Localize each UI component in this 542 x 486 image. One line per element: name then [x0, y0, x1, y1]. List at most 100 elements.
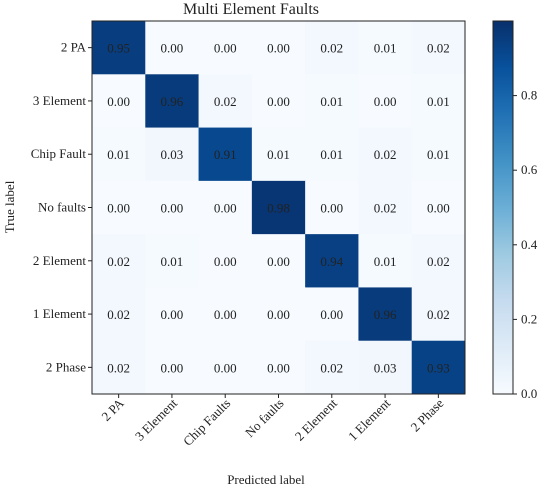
colorbar-tick-label: 0.8 [521, 88, 537, 103]
cell-value-label: 0.00 [214, 254, 237, 269]
colorbar-ticks: 0.0 0.2 0.4 0.6 0.8 [513, 88, 538, 401]
heatmap-cell [198, 74, 253, 129]
heatmap-cell [92, 234, 146, 288]
cell-value-label: 0.00 [320, 201, 343, 216]
heatmap-cell [198, 21, 253, 75]
x-tick-label: No faults [242, 396, 287, 441]
heatmap-cell [145, 127, 200, 182]
cell-value-label: 0.01 [161, 254, 184, 269]
colorbar-gradient [492, 20, 514, 395]
cell-value-label: 0.00 [267, 307, 290, 322]
heatmap-cell [358, 234, 413, 288]
cell-value-label: 0.00 [107, 94, 130, 109]
heatmap-cell [198, 340, 253, 395]
heatmap-cell [358, 340, 413, 395]
cell-value-label: 0.02 [214, 94, 237, 109]
heatmap-cell [305, 21, 359, 75]
cell-value-label: 0.00 [427, 201, 450, 216]
cell-value-label: 0.00 [214, 307, 237, 322]
cell-value-label: 0.01 [427, 147, 450, 162]
heatmap-cell [305, 180, 359, 235]
heatmap-cell [92, 340, 146, 395]
heatmap-cell [145, 340, 200, 395]
cell-value-label: 0.94 [320, 254, 343, 269]
heatmap-cells [92, 21, 466, 395]
cell-value-label: 0.01 [427, 94, 450, 109]
heatmap-cell [145, 74, 200, 129]
colorbar-tick-label: 0.2 [521, 311, 537, 326]
cell-value-label: 0.96 [374, 307, 397, 322]
x-tick-label: 1 Element [345, 395, 393, 443]
cell-value-label: 0.00 [214, 360, 237, 375]
cell-value-label: 0.02 [374, 147, 397, 162]
y-axis-label: True label [2, 180, 17, 233]
colorbar-tick-label: 0.0 [521, 386, 537, 401]
heatmap-cell [305, 74, 359, 129]
heatmap-cell [411, 180, 466, 235]
heatmap-cell [358, 180, 413, 235]
y-tick-label: 1 Element [33, 306, 86, 321]
heatmap-cell [358, 21, 413, 75]
cell-value-label: 0.00 [267, 254, 290, 269]
heatmap-cell [92, 21, 146, 75]
cell-value-label: 0.00 [161, 201, 184, 216]
cell-value-label: 0.00 [161, 307, 184, 322]
cell-value-label: 0.01 [320, 94, 343, 109]
cell-value-label: 0.02 [427, 254, 450, 269]
x-tick-label: 2 Element [292, 395, 340, 443]
heatmap-cell [198, 180, 253, 235]
heatmap-cell [198, 234, 253, 288]
heatmap-cell [251, 127, 306, 182]
cell-value-label: 0.02 [374, 201, 397, 216]
y-tick-label: No faults [38, 200, 86, 215]
y-tick-label: Chip Fault [31, 146, 87, 161]
heatmap-cell [305, 127, 359, 182]
cell-value-label: 0.02 [107, 254, 130, 269]
heatmap-cell [251, 340, 306, 395]
y-tick-label: 2 Element [33, 253, 86, 268]
heatmap-cell [411, 234, 466, 288]
y-tick-label: 2 PA [61, 40, 87, 55]
heatmap-cell [358, 127, 413, 182]
cell-value-label: 0.98 [267, 201, 290, 216]
heatmap-cell [411, 74, 466, 129]
cell-value-label: 0.93 [427, 360, 450, 375]
cell-value-label: 0.00 [267, 41, 290, 56]
heatmap-cell [251, 21, 306, 75]
heatmap-cell [251, 74, 306, 129]
heatmap-cell [305, 234, 359, 288]
cell-value-label: 0.95 [107, 41, 130, 56]
heatmap-cell [198, 287, 253, 342]
cell-value-label: 0.00 [107, 201, 130, 216]
heatmap-cell [145, 180, 200, 235]
cell-value-label: 0.00 [267, 94, 290, 109]
heatmap-cell [411, 340, 466, 395]
cell-value-label: 0.02 [320, 360, 343, 375]
heatmap-cell [305, 287, 359, 342]
heatmap-cell [92, 287, 146, 342]
heatmap-cell [198, 127, 253, 182]
heatmap-cell [145, 21, 200, 75]
heatmap-cell [251, 287, 306, 342]
cell-value-label: 0.96 [161, 94, 184, 109]
cell-value-label: 0.00 [320, 307, 343, 322]
cell-value-label: 0.00 [214, 41, 237, 56]
cell-value-label: 0.00 [267, 360, 290, 375]
heatmap-cell [305, 340, 359, 395]
cell-value-label: 0.01 [374, 41, 397, 56]
cell-value-label: 0.91 [214, 147, 237, 162]
heatmap-cell [411, 287, 466, 342]
x-axis-label: Predicted label [227, 472, 305, 486]
cell-value-label: 0.02 [107, 360, 130, 375]
x-tick-label: 3 Element [132, 395, 180, 443]
cell-value-label: 0.01 [374, 254, 397, 269]
heatmap-cell [358, 287, 413, 342]
x-tick-label: 2 PA [98, 395, 127, 424]
heatmap-cell [251, 234, 306, 288]
heatmap-cell [92, 180, 146, 235]
y-tick-label: 2 Phase [46, 359, 86, 374]
cell-value-label: 0.03 [161, 147, 184, 162]
cell-value-label: 0.02 [427, 307, 450, 322]
heatmap-cell [411, 21, 466, 75]
